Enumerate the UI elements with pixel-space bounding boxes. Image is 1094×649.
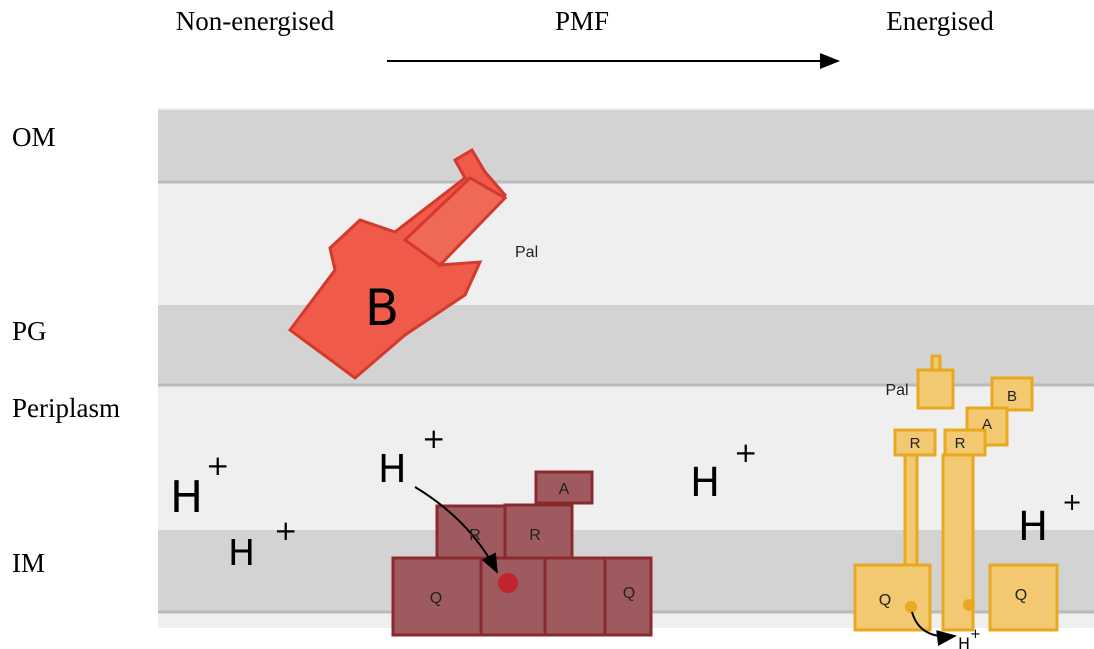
proton-sup: + [970, 627, 981, 642]
layer-label: OM [12, 122, 56, 152]
proton-site [905, 601, 917, 613]
pal-label: Pal [515, 244, 538, 261]
proton-h: H [1018, 504, 1048, 550]
proton-sup: + [422, 422, 445, 455]
proton-sup: + [274, 514, 297, 547]
proton-sup: + [206, 449, 229, 482]
protein-label: Q [623, 585, 635, 602]
protein-label: A [559, 481, 570, 498]
protein-label: Q [1015, 587, 1027, 604]
pal-label: Pal [885, 382, 908, 399]
protein-label: R [910, 435, 921, 452]
diagram: Non-energised PMF Energised OM PG Peripl… [0, 0, 1094, 649]
layer-label: IM [12, 548, 45, 578]
protein-label: R [955, 435, 966, 452]
protein-label: R [469, 527, 481, 544]
proton-site [963, 599, 975, 611]
header-right: Energised [886, 6, 994, 36]
layer-label: Periplasm [12, 393, 120, 423]
protein-label: Q [879, 592, 891, 609]
proton-site [498, 573, 518, 593]
header-middle: PMF [555, 6, 609, 36]
proton-sup: + [734, 436, 757, 469]
proton-h: H [170, 472, 203, 523]
proton-h: H [958, 634, 970, 649]
protein-label: B [1007, 388, 1017, 405]
layer-label: PG [12, 316, 47, 346]
proton-sup: + [1062, 488, 1082, 516]
proton-h: H [378, 447, 407, 491]
protein-label: Q [430, 590, 442, 607]
header-left: Non-energised [176, 6, 335, 36]
proton-h: H [690, 460, 720, 506]
protein-label: R [529, 527, 541, 544]
protein-label: B [365, 279, 399, 337]
protein-label: A [982, 416, 992, 433]
proton-h: H [228, 533, 255, 574]
